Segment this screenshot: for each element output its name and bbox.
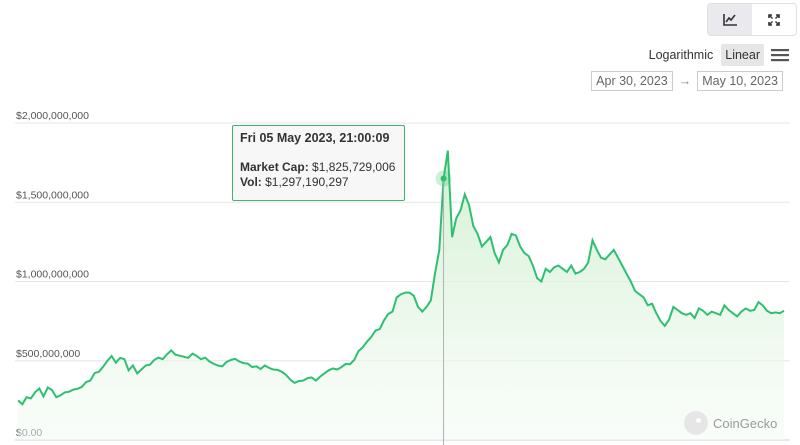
tooltip-volume: Vol: $1,297,190,297 (240, 175, 404, 190)
fullscreen-button[interactable] (752, 4, 796, 35)
expand-icon (768, 13, 780, 26)
market-cap-label: Market Cap: (240, 160, 309, 174)
date-to-input[interactable]: May 10, 2023 (697, 71, 783, 91)
series-line (17, 150, 785, 406)
date-range: Apr 30, 2023 → May 10, 2023 (591, 71, 783, 91)
hamburger-menu-icon[interactable] (768, 45, 792, 65)
chart-type-toggle (707, 3, 797, 36)
arrow-right-icon: → (678, 74, 692, 88)
line-chart-icon (723, 13, 737, 26)
y-tick-label: $2,000,000,000 (16, 110, 89, 122)
tooltip: Fri 05 May 2023, 21:00:09 Market Cap: $1… (232, 125, 405, 201)
date-from-input[interactable]: Apr 30, 2023 (591, 71, 673, 91)
line-chart-button[interactable] (708, 4, 752, 35)
coingecko-logo-icon (684, 411, 708, 435)
tooltip-title: Fri 05 May 2023, 21:00:09 (240, 131, 390, 145)
hover-point (440, 175, 447, 182)
tooltip-market-cap: Market Cap: $1,825,729,006 (240, 160, 404, 175)
market-cap-value: $1,825,729,006 (312, 160, 396, 174)
scale-selector: Logarithmic Linear (645, 44, 792, 66)
watermark-text: CoinGecko (713, 415, 778, 431)
coingecko-watermark: CoinGecko (684, 411, 777, 435)
y-tick-label: $1,000,000,000 (16, 269, 89, 281)
y-tick-label: $1,500,000,000 (16, 189, 89, 201)
vol-label: Vol: (240, 175, 262, 189)
y-tick-label: $500,000,000 (16, 348, 80, 360)
vol-value: $1,297,190,297 (265, 175, 349, 189)
logarithmic-option[interactable]: Logarithmic (648, 48, 714, 62)
y-axis: $0.00$500,000,000$1,000,000,000$1,500,00… (16, 110, 89, 439)
linear-option[interactable]: Linear (721, 44, 764, 66)
